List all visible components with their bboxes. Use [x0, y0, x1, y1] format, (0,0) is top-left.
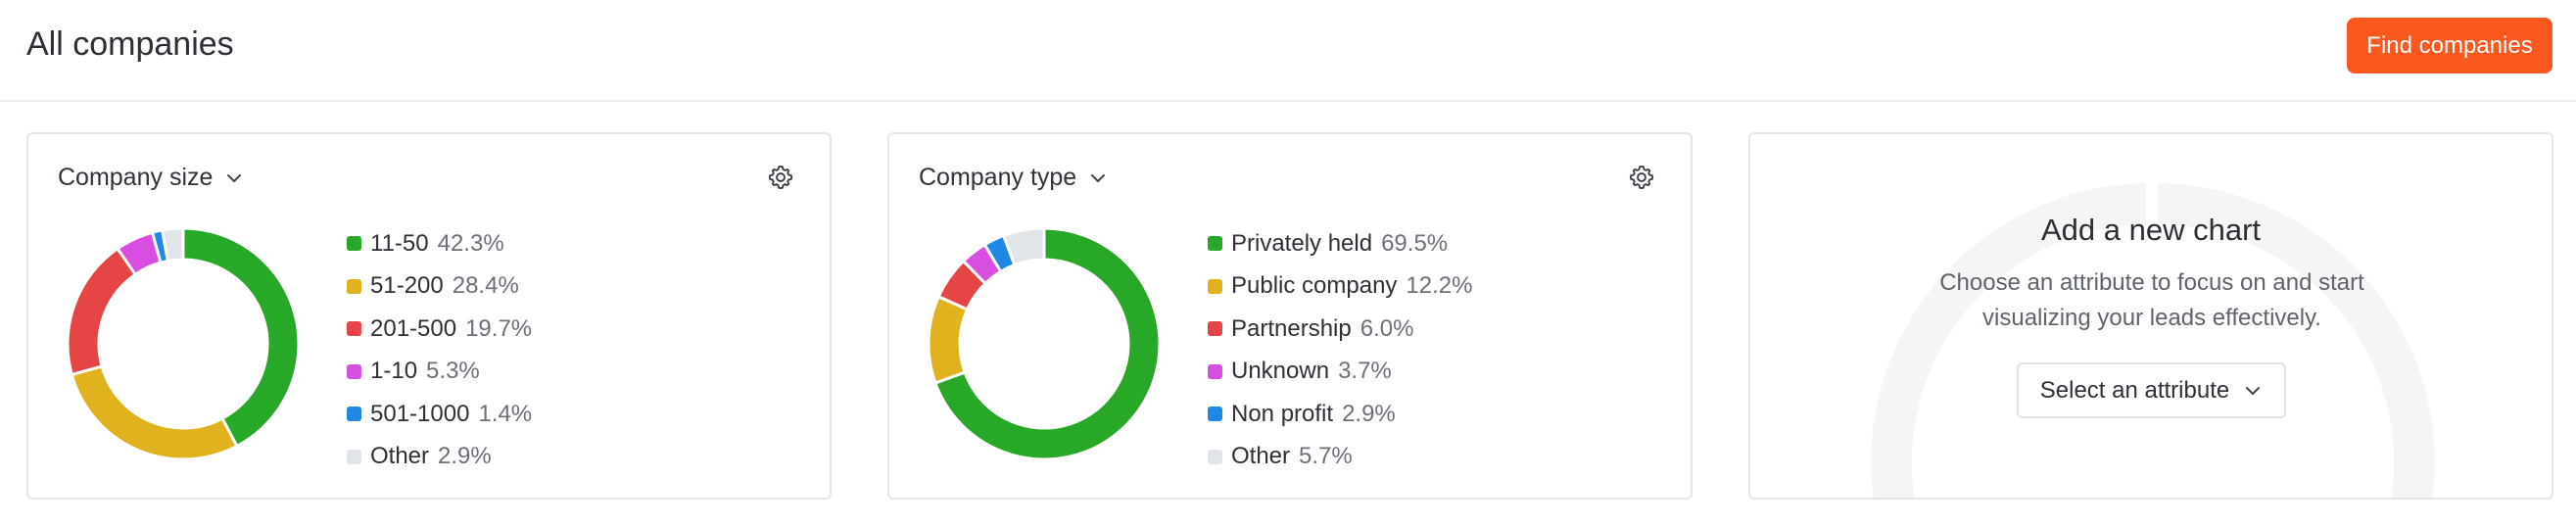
select-attribute-label: Select an attribute [2039, 376, 2230, 404]
legend-item: 1-10 5.3% [347, 351, 532, 394]
legend-value: 5.3% [426, 358, 480, 385]
legend-swatch [1208, 278, 1222, 294]
donut-slice-other[interactable] [1001, 226, 1046, 267]
legend-item: 51-200 28.4% [347, 265, 532, 309]
donut-slice-privately-held[interactable] [933, 226, 1162, 461]
chevron-down-icon [2246, 386, 2261, 395]
legend-label: Public company [1231, 272, 1398, 300]
legend-label: 51-200 [370, 272, 444, 300]
legend-value: 1.4% [478, 400, 533, 427]
legend-label: 11-50 [370, 229, 429, 257]
donut-slice-other[interactable] [160, 226, 185, 264]
add-chart-title: Add a new chart [2040, 213, 2262, 247]
legend-swatch [1208, 236, 1222, 252]
legend-swatch [1208, 363, 1222, 379]
legend-swatch [347, 321, 361, 337]
top-bar: All companies Find companies [0, 0, 2576, 102]
legend-item: 11-50 42.3% [347, 222, 532, 265]
legend-label: Non profit [1231, 400, 1334, 427]
company-type-card: Company type Privately held 69.5% Public … [887, 132, 1693, 500]
gear-icon[interactable] [767, 164, 794, 191]
legend-item: Public company 12.2% [1208, 265, 1472, 309]
legend-value: 28.4% [452, 272, 519, 300]
legend-swatch [347, 363, 361, 379]
legend-swatch [347, 236, 361, 252]
donut-slice-201-500[interactable] [66, 246, 138, 377]
legend-label: 1-10 [370, 358, 418, 385]
legend-value: 19.7% [465, 314, 533, 342]
legend-swatch [1208, 407, 1222, 422]
add-chart-card: Add a new chart Choose an attribute to f… [1748, 132, 2553, 500]
legend-item: Other 2.9% [347, 436, 532, 479]
legend-item: Non profit 2.9% [1208, 393, 1472, 436]
legend-swatch [347, 449, 361, 464]
legend-item: Partnership 6.0% [1208, 308, 1472, 351]
legend-value: 3.7% [1338, 358, 1392, 385]
chart-attribute-dropdown[interactable]: Company size [58, 164, 244, 192]
legend-value: 5.7% [1299, 443, 1353, 470]
legend: Privately held 69.5% Public company 12.2% … [1208, 222, 1472, 478]
legend-swatch [1208, 321, 1222, 337]
chevron-down-icon [227, 173, 242, 182]
legend-item: Unknown 3.7% [1208, 351, 1472, 394]
add-chart-description: Choose an attribute to focus on and star… [1939, 269, 2364, 331]
legend-swatch [347, 278, 361, 294]
donut-slice-public-company[interactable] [927, 294, 970, 385]
company-size-card: Company size 11-50 42.3% 51-200 28.4% 201-… [26, 132, 832, 500]
legend-item: 501-1000 1.4% [347, 393, 532, 436]
legend-label: Privately held [1231, 229, 1373, 257]
legend-swatch [1208, 449, 1222, 464]
legend-item: Other 5.7% [1208, 436, 1472, 479]
select-attribute-dropdown[interactable]: Select an attribute [2017, 362, 2286, 418]
legend-label: Other [370, 443, 430, 470]
legend-item: Privately held 69.5% [1208, 222, 1472, 265]
legend-value: 42.3% [437, 229, 504, 257]
chart-title: Company type [919, 164, 1077, 191]
legend-label: Partnership [1231, 314, 1352, 342]
legend-label: 501-1000 [370, 400, 470, 427]
legend: 11-50 42.3% 51-200 28.4% 201-500 19.7% 1-10… [347, 222, 532, 478]
legend-value: 12.2% [1406, 272, 1473, 300]
chart-attribute-dropdown[interactable]: Company type [919, 164, 1108, 192]
company-size-donut [66, 226, 301, 461]
legend-label: 201-500 [370, 314, 457, 342]
legend-label: Other [1231, 443, 1291, 470]
company-type-donut [927, 226, 1162, 461]
donut-slice-51-200[interactable] [70, 364, 239, 461]
legend-value: 2.9% [438, 443, 492, 470]
legend-value: 69.5% [1381, 229, 1449, 257]
legend-value: 2.9% [1342, 400, 1396, 427]
legend-label: Unknown [1231, 358, 1330, 385]
find-companies-button[interactable]: Find companies [2347, 18, 2552, 73]
gear-icon[interactable] [1628, 164, 1655, 191]
placeholder-donut-graphic [1871, 183, 2435, 498]
legend-swatch [347, 407, 361, 422]
legend-value: 6.0% [1360, 314, 1414, 342]
chart-title: Company size [58, 164, 214, 191]
chevron-down-icon [1091, 173, 1106, 182]
legend-item: 201-500 19.7% [347, 308, 532, 351]
page-title: All companies [26, 25, 234, 63]
donut-slice-11-50[interactable] [181, 226, 301, 449]
